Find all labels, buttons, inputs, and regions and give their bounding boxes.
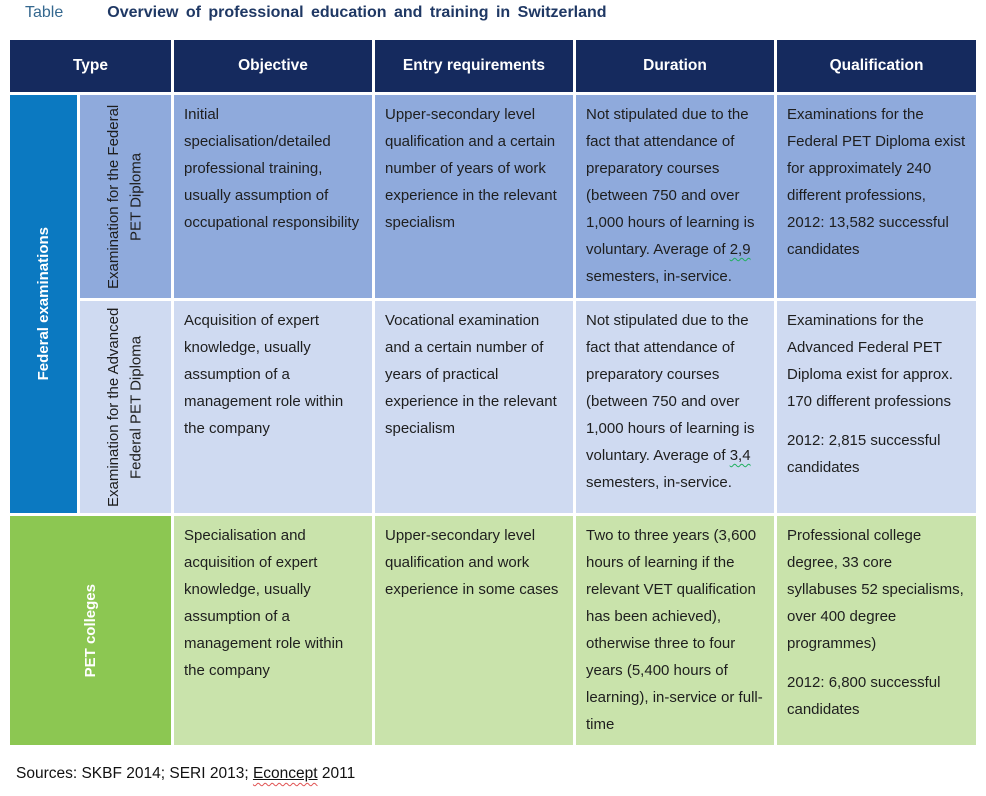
duration-text-row1: Not stipulated due to the fact that atte… [586, 101, 764, 290]
duration-text-row2-post: semesters, in-service. [586, 474, 732, 491]
qualification-text-row3-p1: Professional college degree, 33 core syl… [787, 527, 964, 652]
sources-text-post: 2011 [317, 765, 356, 782]
cell-qualification-row2: Examinations for the Advanced Federal PE… [777, 301, 976, 513]
column-header-duration: Duration [576, 40, 774, 92]
duration-text-row3: Two to three years (3,600 hours of learn… [586, 527, 763, 733]
overview-table: Type Objective Entry requirements Durati… [10, 40, 976, 745]
cell-entry-row3: Upper-secondary level qualification and … [375, 516, 573, 745]
entry-text-row1: Upper-secondary level qualification and … [385, 106, 557, 231]
caption-label: Table [25, 4, 64, 21]
sources-text-pre: Sources: SKBF 2014; SERI 2013; [16, 765, 253, 782]
duration-text-row1-post: semesters, in-service. [586, 268, 732, 285]
type-label-advanced-federal-pet-diploma: Examination for the Advanced Federal PET… [105, 307, 145, 507]
objective-text-row3: Specialisation and acquisition of expert… [184, 527, 344, 679]
cell-qualification-row1: Examinations for the Federal PET Diploma… [777, 95, 976, 298]
table-caption: Table Overview of professional education… [25, 4, 976, 22]
cell-qualification-row3: Professional college degree, 33 core syl… [777, 516, 976, 745]
group-label-federal-examinations: Federal examinations [34, 227, 52, 381]
entry-text-row2: Vocational examination and a certain num… [385, 312, 557, 437]
sources-underlined-word-wrap: Econcept [253, 765, 318, 782]
duration-text-row2: Not stipulated due to the fact that atte… [586, 307, 764, 496]
type-label-federal-pet-diploma: Examination for the Federal PET Diploma [105, 104, 145, 289]
qualification-text-row3-p2: 2012: 6,800 successful candidates [787, 674, 941, 718]
cell-duration-row1: Not stipulated due to the fact that atte… [576, 95, 774, 298]
cell-duration-row3: Two to three years (3,600 hours of learn… [576, 516, 774, 745]
group-cell-pet-colleges: PET colleges [10, 516, 171, 745]
cell-objective-row1: Initial specialisation/detailed professi… [174, 95, 372, 298]
type-cell-advanced-federal-pet-diploma: Examination for the Advanced Federal PET… [80, 301, 171, 513]
objective-text-row2: Acquisition of expert knowledge, usually… [184, 312, 344, 437]
duration-text-row2-pre: Not stipulated due to the fact that atte… [586, 312, 755, 464]
type-cell-federal-pet-diploma: Examination for the Federal PET Diploma [80, 95, 171, 298]
qualification-text-row1: Examinations for the Federal PET Diploma… [787, 106, 966, 258]
qualification-text-row2-p1: Examinations for the Advanced Federal PE… [787, 312, 953, 410]
column-header-type: Type [10, 40, 171, 92]
objective-text-row1: Initial specialisation/detailed professi… [184, 106, 360, 231]
spellcheck-flagged-value-row2: 3,4 [729, 447, 751, 464]
cell-entry-row1: Upper-secondary level qualification and … [375, 95, 573, 298]
caption-title: Overview of professional education and t… [107, 4, 607, 21]
group-cell-federal-examinations: Federal examinations [10, 95, 77, 513]
sources-underlined-word: Econcept [252, 765, 318, 782]
column-header-entry-requirements: Entry requirements [375, 40, 573, 92]
qualification-text-row2-p2: 2012: 2,815 successful candidates [787, 432, 941, 476]
column-header-objective: Objective [174, 40, 372, 92]
group-label-pet-colleges: PET colleges [81, 583, 99, 678]
entry-text-row3: Upper-secondary level qualification and … [385, 527, 559, 598]
cell-duration-row2: Not stipulated due to the fact that atte… [576, 301, 774, 513]
cell-objective-row3: Specialisation and acquisition of expert… [174, 516, 372, 745]
sources-line: Sources: SKBF 2014; SERI 2013; Econcept … [16, 765, 355, 783]
cell-entry-row2: Vocational examination and a certain num… [375, 301, 573, 513]
column-header-qualification: Qualification [777, 40, 976, 92]
spellcheck-flagged-value-row1: 2,9 [729, 241, 751, 258]
cell-objective-row2: Acquisition of expert knowledge, usually… [174, 301, 372, 513]
duration-text-row1-pre: Not stipulated due to the fact that atte… [586, 106, 755, 258]
